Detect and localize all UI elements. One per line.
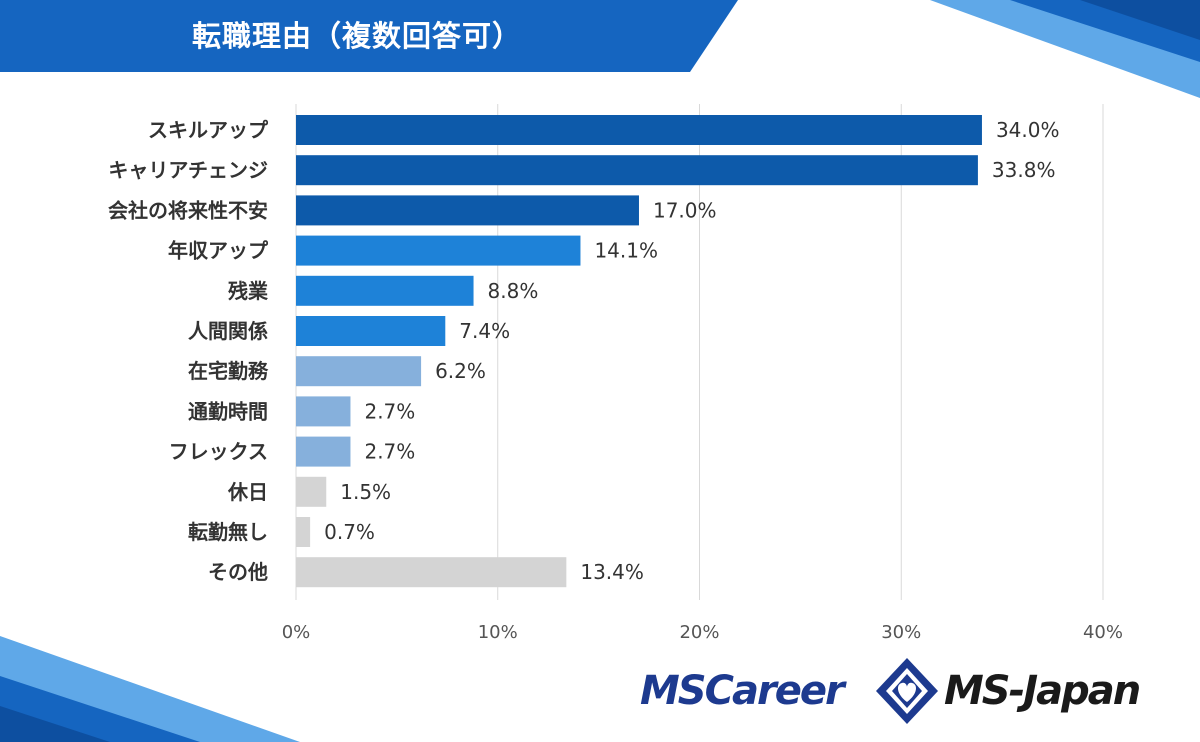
diamond-heart-icon: [876, 658, 938, 724]
category-label: 人間関係: [188, 319, 268, 343]
category-label: 通勤時間: [188, 399, 268, 423]
bar: [296, 155, 978, 186]
x-tick-label: 20%: [679, 622, 719, 643]
x-tick-label: 30%: [881, 622, 921, 643]
category-label: その他: [208, 560, 268, 584]
value-label: 14.1%: [594, 239, 658, 263]
bar: [296, 275, 474, 306]
value-label: 0.7%: [324, 520, 375, 544]
value-label: 2.7%: [364, 399, 415, 423]
value-label: 6.2%: [435, 359, 486, 383]
category-label: スキルアップ: [148, 118, 269, 142]
bar: [296, 356, 422, 387]
value-label: 2.7%: [364, 440, 415, 464]
category-label: フレックス: [169, 440, 268, 464]
category-label: キャリアチェンジ: [108, 158, 268, 182]
page-title: 転職理由（複数回答可）: [192, 19, 523, 53]
value-label: 1.5%: [340, 480, 391, 504]
category-label: 年収アップ: [168, 239, 269, 263]
value-label: 8.8%: [488, 279, 539, 303]
category-label: 残業: [228, 279, 269, 303]
bar: [296, 316, 446, 346]
category-label: 在宅勤務: [188, 359, 269, 383]
ms-career-logo: MSCareer: [640, 668, 845, 714]
value-label: 13.4%: [580, 560, 644, 584]
value-label: 34.0%: [996, 118, 1060, 142]
category-label: 転勤無し: [188, 520, 268, 544]
x-tick-label: 0%: [282, 622, 311, 643]
value-label: 33.8%: [992, 158, 1056, 182]
value-label: 7.4%: [459, 319, 510, 343]
bar: [296, 557, 567, 588]
bar: [296, 195, 639, 226]
top-right-stripe-accent: [1080, 0, 1200, 40]
bar: [296, 115, 982, 145]
bar: [296, 476, 327, 507]
bottom-left-stripe-accent: [0, 706, 110, 742]
ms-japan-logo: MS-Japan: [944, 668, 1141, 714]
x-tick-label: 10%: [478, 622, 518, 643]
category-label: 会社の将来性不安: [108, 198, 268, 222]
value-label: 17.0%: [653, 198, 717, 222]
category-label: 休日: [227, 480, 268, 504]
bar: [296, 396, 351, 427]
bar: [296, 235, 581, 266]
bar: [296, 436, 351, 467]
x-tick-label: 40%: [1083, 622, 1123, 643]
bar: [296, 517, 311, 547]
title-banner: [0, 0, 738, 72]
